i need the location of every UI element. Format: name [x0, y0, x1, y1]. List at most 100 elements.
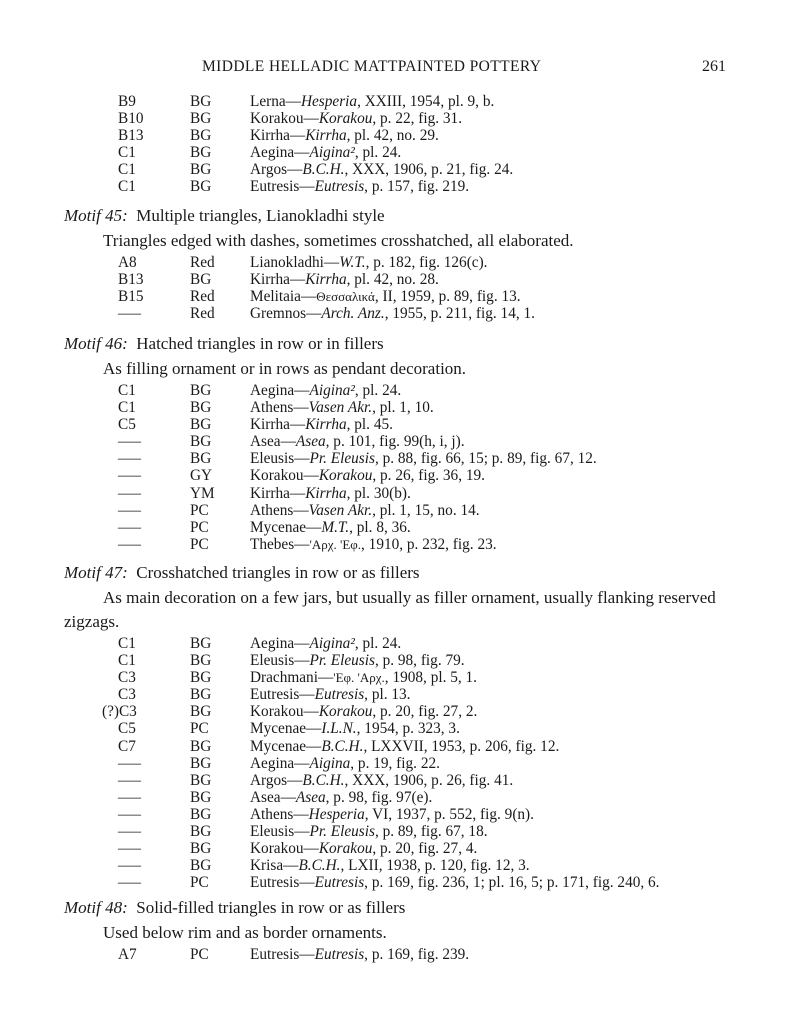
stage-code: C1 — [118, 161, 136, 179]
reference-row: B15 Red Melitaia—Θεσσαλικά, II, 1959, p.… — [64, 288, 764, 305]
site: Korakou— — [250, 840, 319, 858]
site: Gremnos— — [250, 305, 322, 323]
reference-row: B9 BG Lerna—Hesperia, XXIII, 1954, pl. 9… — [64, 93, 764, 110]
reference: Mycenae—B.C.H., LXXVII, 1953, p. 206, fi… — [250, 738, 559, 755]
reference-row: A7 PC Eutresis—Eutresis, p. 169, fig. 23… — [64, 946, 764, 963]
reference: Mycenae—I.L.N., 1954, p. 323, 3. — [250, 720, 460, 737]
ware-type: BG — [190, 450, 212, 468]
site: Kirrha— — [250, 416, 306, 434]
citation-details: , p. 20, fig. 27, 2. — [372, 703, 478, 721]
source-title: Aigina² — [309, 144, 355, 162]
site: Kirrha— — [250, 271, 306, 289]
reference-row: — PC Athens—Vasen Akr., pl. 1, 15, no. 1… — [64, 502, 764, 519]
ware-type: PC — [190, 874, 209, 892]
source-title: Kirrha — [305, 127, 347, 145]
reference-row: C1 BG Aegina—Aigina², pl. 24. — [64, 144, 764, 161]
reference: Aegina—Aigina², pl. 24. — [250, 635, 401, 652]
site: Asea— — [250, 788, 296, 806]
citation-details: , p. 169, fig. 236, 1; pl. 16, 5; p. 171… — [364, 874, 660, 892]
reference-row: C5 BG Kirrha—Kirrha, pl. 45. — [64, 416, 764, 433]
source-title: Hesperia — [300, 93, 358, 110]
site: Athens— — [250, 805, 309, 823]
motif-heading: Motif 46: Hatched triangles in row or in… — [64, 333, 764, 357]
site: Aegina— — [250, 382, 310, 399]
motif-title: Multiple triangles, Lianokladhi style — [136, 206, 385, 225]
reference: Athens—Vasen Akr., pl. 1, 10. — [250, 399, 434, 416]
reference-row: B13 BG Kirrha—Kirrha, pl. 42, no. 28. — [64, 271, 764, 288]
citation-details: , p. 20, fig. 27, 4. — [372, 840, 478, 858]
site: Aegina— — [250, 754, 310, 772]
reference-row: C1 BG Eleusis—Pr. Eleusis, p. 98, fig. 7… — [64, 652, 764, 669]
motif-description: As filling ornament or in rows as pendan… — [103, 359, 467, 378]
source-title: B.C.H. — [302, 771, 345, 789]
citation-details: , p. 98, fig. 97(e). — [325, 788, 433, 806]
motif-heading: Motif 45: Multiple triangles, Lianokladh… — [64, 205, 764, 229]
citation-details: , LXXVII, 1953, p. 206, fig. 12. — [363, 737, 560, 755]
stage-code: — — [118, 450, 141, 468]
motif-label: Motif 47: — [64, 563, 128, 582]
site: Eutresis— — [250, 874, 315, 892]
source-title: 'Αρχ. 'Εφ. — [309, 536, 362, 552]
citation-details: , p. 22, fig. 31. — [372, 110, 463, 128]
reference: Kirrha—Kirrha, pl. 42, no. 28. — [250, 271, 439, 288]
reference: Eleusis—Pr. Eleusis, p. 88, fig. 66, 15;… — [250, 450, 597, 467]
stage-code: — — [118, 305, 141, 323]
ware-type: BG — [190, 144, 212, 162]
citation-details: , pl. 24. — [354, 144, 402, 162]
stage-code: — — [118, 754, 141, 772]
site: Melitaia— — [250, 288, 317, 306]
reference-row: C1 BG Aegina—Aigina², pl. 24. — [64, 382, 764, 399]
reference-list: C1 BG Aegina—Aigina², pl. 24. C1 BG Athe… — [64, 382, 764, 553]
ware-type: BG — [190, 771, 212, 789]
source-title: Aigina² — [309, 382, 355, 399]
site: Argos— — [250, 161, 303, 179]
site: Kirrha— — [250, 127, 306, 145]
source-title: Kirrha — [305, 271, 347, 289]
reference: Krisa—B.C.H., LXII, 1938, p. 120, fig. 1… — [250, 857, 530, 874]
reference-row: C1 BG Athens—Vasen Akr., pl. 1, 10. — [64, 399, 764, 416]
reference-row: (?)C3 BG Korakou—Korakou, p. 20, fig. 27… — [64, 703, 764, 720]
citation-details: , p. 157, fig. 219. — [364, 178, 470, 196]
site: Eutresis— — [250, 178, 315, 196]
ware-type: BG — [190, 399, 212, 417]
reference-row: — PC Thebes—'Αρχ. 'Εφ., 1910, p. 232, fi… — [64, 536, 764, 553]
stage-code: — — [118, 433, 141, 451]
reference-row: — BG Asea—Asea, p. 101, fig. 99(h, i, j)… — [64, 433, 764, 450]
reference-row: — BG Asea—Asea, p. 98, fig. 97(e). — [64, 789, 764, 806]
reference-list: B9 BG Lerna—Hesperia, XXIII, 1954, pl. 9… — [64, 93, 764, 196]
ware-type: BG — [190, 669, 212, 687]
reference: Melitaia—Θεσσαλικά, II, 1959, p. 89, fig… — [250, 288, 521, 305]
citation-details: , 1908, pl. 5, 1. — [384, 669, 478, 687]
ware-type: BG — [190, 433, 212, 451]
stage-code: — — [118, 518, 141, 536]
source-title: Eutresis — [314, 178, 365, 196]
citation-details: , p. 88, fig. 66, 15; p. 89, fig. 67, 12… — [374, 450, 597, 468]
reference: Kirrha—Kirrha, pl. 42, no. 29. — [250, 127, 439, 144]
motif-title: Crosshatched triangles in row or as fill… — [136, 563, 420, 582]
stage-code: (?)C3 — [102, 703, 137, 721]
reference: Eutresis—Eutresis, p. 169, fig. 239. — [250, 946, 469, 963]
stage-code: A7 — [118, 946, 137, 963]
source-title: Pr. Eleusis — [309, 450, 375, 468]
reference: Drachmani—'Εφ. 'Αρχ., 1908, pl. 5, 1. — [250, 669, 477, 686]
citation-details: , p. 26, fig. 36, 19. — [372, 467, 485, 485]
source-title: Pr. Eleusis — [309, 652, 375, 670]
citation-details: , p. 98, fig. 79. — [374, 652, 465, 670]
site: Argos— — [250, 771, 303, 789]
source-title: B.C.H. — [321, 737, 364, 755]
ware-type: PC — [190, 720, 209, 738]
motif-label: Motif 45: — [64, 206, 128, 225]
source-title: M.T. — [321, 518, 350, 536]
citation-details: , p. 101, fig. 99(h, i, j). — [325, 433, 465, 451]
stage-code: B10 — [118, 110, 144, 128]
site: Mycenae— — [250, 737, 322, 755]
source-title: Eutresis — [314, 946, 365, 963]
reference-list: A7 PC Eutresis—Eutresis, p. 169, fig. 23… — [64, 946, 764, 963]
site: Athens— — [250, 399, 309, 417]
reference-row: — YM Kirrha—Kirrha, pl. 30(b). — [64, 485, 764, 502]
stage-code: — — [118, 501, 141, 519]
reference: Asea—Asea, p. 98, fig. 97(e). — [250, 789, 432, 806]
reference-list: C1 BG Aegina—Aigina², pl. 24. C1 BG Eleu… — [64, 635, 764, 891]
ware-type: BG — [190, 652, 212, 670]
reference-row: B10 BG Korakou—Korakou, p. 22, fig. 31. — [64, 110, 764, 127]
